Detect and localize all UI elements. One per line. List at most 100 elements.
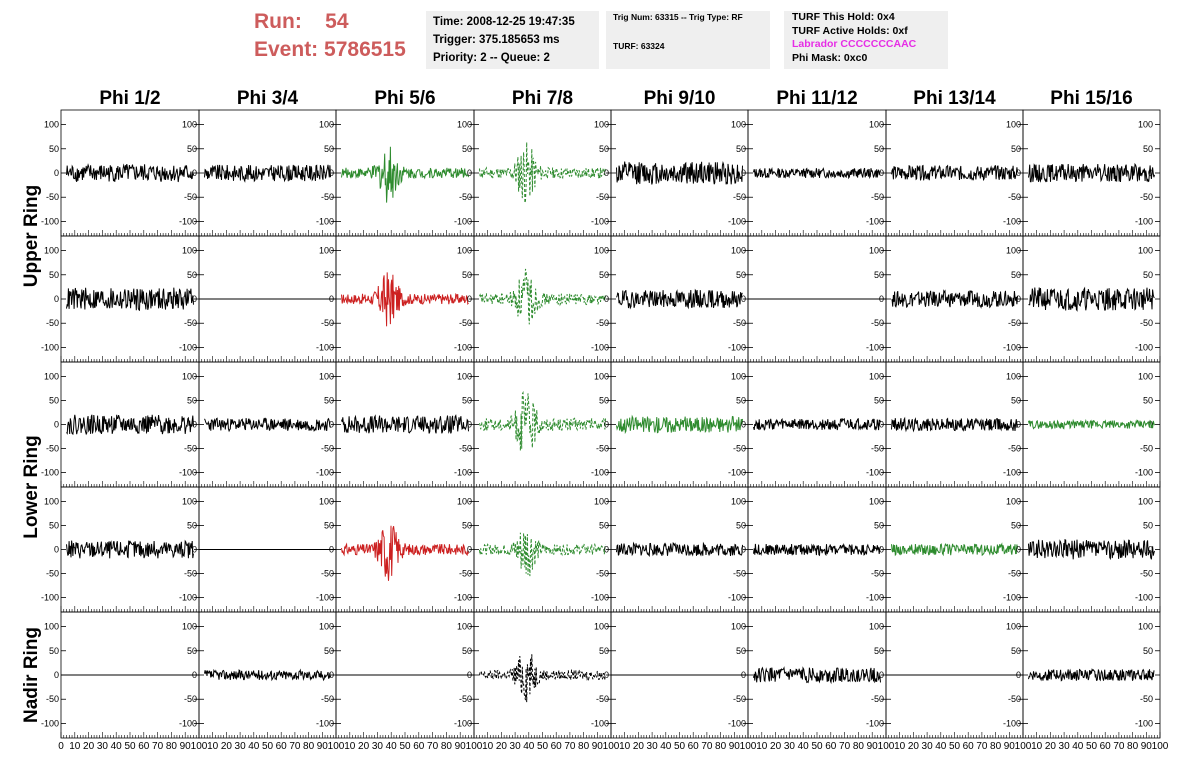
y-tick-label: 50 (599, 144, 609, 154)
y-tick-label: 0 (467, 294, 472, 304)
turf-info-box: TURF This Hold: 0x4 TURF Active Holds: 0… (784, 11, 948, 69)
run-event-info: Run: 54 Event: 5786515 (254, 8, 406, 64)
x-tick-label: 30 (235, 741, 247, 752)
y-tick-label: -100 (866, 468, 884, 478)
y-tick-label: 100 (457, 496, 472, 506)
y-tick-label: 100 (1006, 371, 1021, 381)
y-tick-label: 50 (49, 646, 59, 656)
y-tick-label: 0 (54, 294, 59, 304)
y-tick-label: 100 (1006, 496, 1021, 506)
y-tick-label: -50 (46, 569, 59, 579)
y-tick-label: -50 (733, 192, 746, 202)
y-tick-label: -100 (728, 342, 746, 352)
y-tick-label: 50 (599, 395, 609, 405)
y-tick-label: 50 (324, 144, 334, 154)
x-tick-label: 60 (688, 741, 700, 752)
x-tick-label: 20 (770, 741, 782, 752)
y-tick-label: 100 (319, 371, 334, 381)
y-tick-label: 100 (731, 120, 746, 130)
y-tick-label: -100 (454, 216, 472, 226)
x-tick-label: 30 (1059, 741, 1071, 752)
y-tick-label: -50 (596, 192, 609, 202)
y-tick-label: -100 (1135, 593, 1153, 603)
y-tick-label: 50 (736, 520, 746, 530)
x-tick-label: 40 (248, 741, 260, 752)
y-tick-label: 50 (1143, 520, 1153, 530)
x-tick-label: 60 (551, 741, 563, 752)
y-tick-label: -100 (728, 718, 746, 728)
x-tick-label: 80 (303, 741, 315, 752)
waveform-trace (891, 289, 1018, 309)
y-tick-label: 50 (324, 395, 334, 405)
x-tick-label: 10 (344, 741, 356, 752)
waveform-trace (753, 166, 881, 180)
x-tick-label: 30 (510, 741, 522, 752)
waveform-trace (341, 414, 469, 434)
y-tick-label: -50 (1008, 318, 1021, 328)
y-tick-label: -50 (184, 318, 197, 328)
y-tick-label: -50 (1008, 444, 1021, 454)
y-tick-label: 0 (329, 545, 334, 555)
x-tick-label: 60 (276, 741, 288, 752)
y-tick-label: -50 (596, 444, 609, 454)
y-tick-label: 50 (874, 270, 884, 280)
y-tick-label: 100 (319, 496, 334, 506)
y-tick-label: -50 (871, 569, 884, 579)
y-tick-label: -50 (733, 444, 746, 454)
y-tick-label: 50 (1143, 395, 1153, 405)
y-tick-label: 50 (324, 520, 334, 530)
trig-num-text: Trig Num: 63315 -- Trig Type: RF (613, 12, 743, 22)
y-tick-label: -100 (1135, 468, 1153, 478)
y-tick-label: 0 (879, 670, 884, 680)
y-tick-label: -50 (184, 192, 197, 202)
y-tick-label: -100 (179, 468, 197, 478)
x-tick-label: 20 (1045, 741, 1057, 752)
y-tick-label: 50 (462, 395, 472, 405)
y-tick-label: 0 (467, 545, 472, 555)
y-tick-label: 100 (731, 496, 746, 506)
y-tick-label: 0 (1016, 168, 1021, 178)
y-tick-label: 50 (874, 646, 884, 656)
x-tick-label: 100 (603, 741, 620, 752)
x-tick-label: 80 (166, 741, 178, 752)
y-tick-label: 50 (874, 395, 884, 405)
y-tick-label: 100 (44, 622, 59, 632)
y-tick-label: 100 (594, 246, 609, 256)
y-tick-label: 50 (1011, 144, 1021, 154)
x-tick-label: 40 (111, 741, 123, 752)
y-tick-label: -100 (454, 342, 472, 352)
column-title: Phi 1/2 (99, 88, 160, 109)
y-tick-label: 0 (54, 670, 59, 680)
y-tick-label: -50 (1140, 569, 1153, 579)
y-tick-label: -50 (184, 569, 197, 579)
x-tick-label: 50 (949, 741, 961, 752)
y-tick-label: -50 (1140, 694, 1153, 704)
y-tick-label: 50 (1011, 520, 1021, 530)
y-tick-label: 100 (594, 371, 609, 381)
y-tick-label: -50 (321, 444, 334, 454)
x-tick-label: 60 (825, 741, 837, 752)
event-row: Event: 5786515 (254, 36, 406, 64)
x-tick-label: 50 (674, 741, 686, 752)
time-info-box: Time: 2008-12-25 19:47:35 Trigger: 375.1… (426, 11, 599, 69)
x-tick-label: 20 (908, 741, 920, 752)
x-tick-label: 80 (1127, 741, 1139, 752)
y-tick-label: 50 (1143, 144, 1153, 154)
y-tick-label: 0 (467, 168, 472, 178)
y-tick-label: -100 (1135, 718, 1153, 728)
y-tick-label: 100 (594, 496, 609, 506)
x-tick-label: 10 (894, 741, 906, 752)
x-tick-label: 70 (839, 741, 851, 752)
turf-this-hold-text: TURF This Hold: 0x4 (792, 11, 895, 23)
x-tick-label: 90 (180, 741, 192, 752)
x-tick-label: 80 (715, 741, 727, 752)
y-tick-label: -50 (871, 192, 884, 202)
waveform-trace (891, 542, 1018, 557)
y-tick-label: 50 (1011, 646, 1021, 656)
x-tick-label: 50 (399, 741, 411, 752)
y-tick-label: 0 (192, 670, 197, 680)
y-tick-label: 0 (879, 420, 884, 430)
y-tick-label: -100 (316, 216, 334, 226)
y-tick-label: -50 (1140, 318, 1153, 328)
waveform-trace (66, 414, 194, 436)
